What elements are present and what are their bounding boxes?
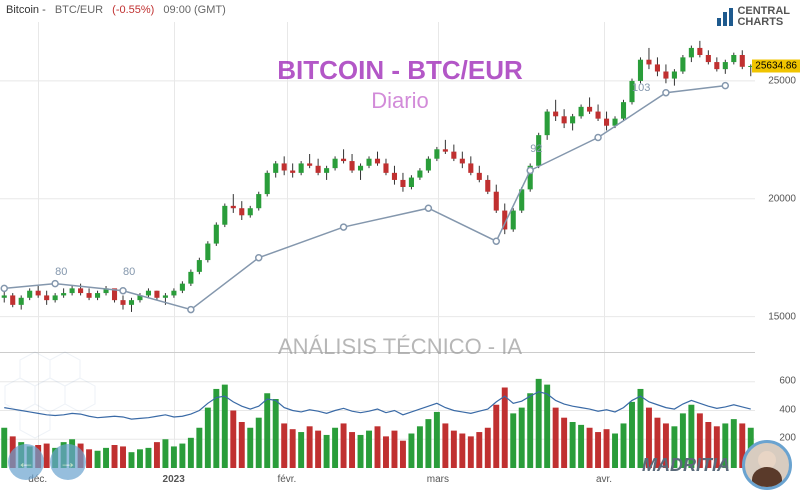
x-tick: mars <box>427 474 449 485</box>
asset-name: Bitcoin <box>6 4 39 16</box>
y-tick: 200 <box>779 433 796 444</box>
price-change: (-0.55%) <box>112 4 154 16</box>
price-chart[interactable] <box>0 22 755 352</box>
y-tick: 400 <box>779 404 796 415</box>
y-tick: 20000 <box>768 193 796 204</box>
current-price-label: 25634.86 <box>752 59 800 72</box>
x-tick: avr. <box>596 474 612 485</box>
indicator-value: 80 <box>123 266 135 278</box>
x-axis: déc.2023févr.marsavr. <box>0 474 755 492</box>
indicator-value: 103 <box>632 82 650 94</box>
prev-arrow-button[interactable]: ← <box>8 444 44 480</box>
next-arrow-button[interactable]: → <box>50 444 86 480</box>
y-tick: 25000 <box>768 75 796 86</box>
indicator-value: 80 <box>55 266 67 278</box>
y-tick: 600 <box>779 375 796 386</box>
logo-text: CENTRAL CHARTS <box>737 6 790 28</box>
brand-label: MADRITIA <box>642 455 730 476</box>
header-bar: Bitcoin - BTC/EUR (-0.55%) 09:00 (GMT) <box>6 4 226 16</box>
timestamp: 09:00 (GMT) <box>163 4 225 16</box>
arrow-left-icon: ← <box>17 452 35 473</box>
x-tick: févr. <box>277 474 296 485</box>
avatar[interactable] <box>742 440 792 490</box>
asset-pair: BTC/EUR <box>55 4 103 16</box>
chart-container: Bitcoin - BTC/EUR (-0.55%) 09:00 (GMT) C… <box>0 0 800 500</box>
x-tick: 2023 <box>163 474 185 485</box>
y-tick: 15000 <box>768 311 796 322</box>
indicator-value: 92 <box>530 143 542 155</box>
arrow-right-icon: → <box>59 452 77 473</box>
provider-logo: CENTRAL CHARTS <box>717 6 790 28</box>
logo-bars-icon <box>717 8 733 26</box>
